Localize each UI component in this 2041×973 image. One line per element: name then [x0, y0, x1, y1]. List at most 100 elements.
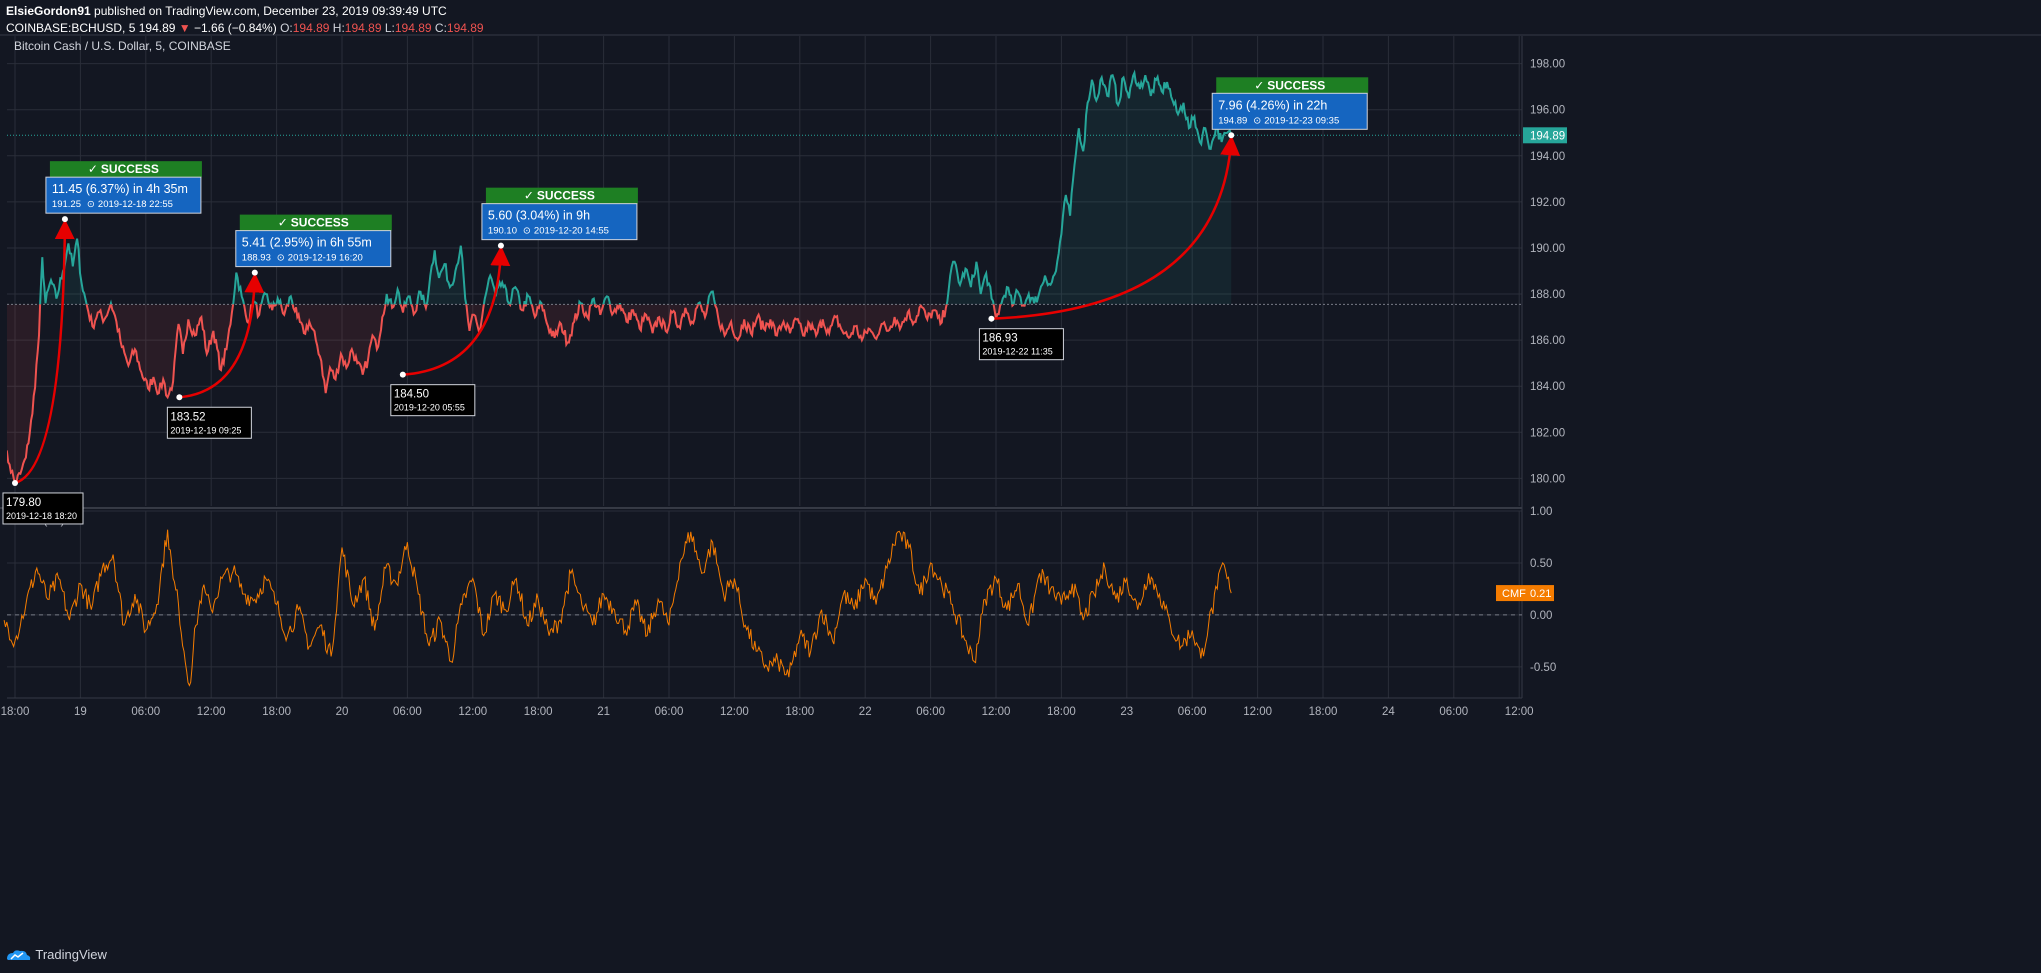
x-tick-label: 12:00 — [1505, 706, 1534, 718]
trade-low-box — [978, 328, 1064, 361]
baseline-fill-down — [7, 304, 1232, 483]
cmf-tick-label: 1.00 — [1530, 506, 1552, 518]
trade-low-time: 2019-12-18 18:20 — [6, 511, 77, 521]
trade-gain: 5.41 (2.95%) in 6h 55m — [242, 236, 372, 250]
x-tick-label: 12:00 — [982, 706, 1011, 718]
trade-info-box — [481, 203, 638, 241]
y-tick-label: 190.00 — [1530, 243, 1565, 255]
trade-high-price: 191.25 — [52, 199, 81, 210]
trade-high-point — [61, 216, 68, 223]
trade-high-price: 190.10 — [488, 226, 517, 237]
check-icon: ✓ — [524, 189, 534, 203]
x-tick-label: 12:00 — [197, 706, 226, 718]
symbol-name: COINBASE:BCHUSD, 5 — [6, 21, 136, 35]
low-value: 194.89 — [394, 21, 432, 35]
x-tick-label: 06:00 — [131, 706, 160, 718]
price-line-group — [7, 69, 1233, 485]
last-price-label: 194.89 — [1530, 130, 1565, 142]
x-tick-label: 06:00 — [1439, 706, 1468, 718]
y-tick-label: 186.00 — [1530, 335, 1565, 347]
trade-high-price: 188.93 — [242, 253, 271, 264]
trade-arrow — [14, 219, 75, 485]
tradingview-logo-icon — [7, 949, 31, 960]
open-value: 194.89 — [292, 21, 330, 35]
trade-low-point — [988, 315, 995, 322]
cmf-line — [3, 529, 1232, 687]
trade-low-box — [2, 492, 84, 525]
trade-arrow — [991, 135, 1241, 320]
tradingview-brand: TradingView — [35, 947, 107, 962]
trade-low-time: 2019-12-20 05:55 — [394, 403, 465, 413]
x-tick-label: 12:00 — [1243, 706, 1272, 718]
trade-gain: 7.96 (4.26%) in 22h — [1218, 98, 1327, 112]
trade-low-price: 184.50 — [394, 389, 429, 401]
success-label: SUCCESS — [1267, 78, 1325, 92]
chart-title: Bitcoin Cash / U.S. Dollar, 5, COINBASE — [14, 39, 231, 53]
close-value: 194.89 — [446, 21, 484, 35]
low-label: L: — [384, 21, 395, 35]
trade-low-box — [166, 406, 252, 439]
clock-icon: ⊙ — [277, 253, 285, 264]
high-label: H: — [332, 21, 345, 35]
x-tick-label: 19 — [74, 706, 87, 718]
trade-info-box — [1211, 92, 1368, 130]
check-icon: ✓ — [278, 216, 288, 230]
clock-icon: ⊙ — [1253, 115, 1261, 126]
trade-high-time: 2019-12-23 09:35 — [1264, 115, 1339, 126]
success-badge — [1216, 77, 1369, 94]
trade-low-point — [399, 371, 406, 378]
trade-info-box — [45, 176, 202, 214]
x-tick-label: 18:00 — [524, 706, 553, 718]
success-badge — [49, 161, 202, 178]
x-tick-label: 23 — [1120, 706, 1133, 718]
trade-low-price: 183.52 — [170, 411, 205, 423]
success-badge — [239, 214, 392, 231]
trade-gain: 5.60 (3.04%) in 9h — [488, 209, 590, 223]
cmf-tick-label: -0.50 — [1530, 662, 1556, 674]
author-name[interactable]: ElsieGordon91 — [6, 4, 91, 18]
x-tick-label: 12:00 — [458, 706, 487, 718]
y-tick-label: 182.00 — [1530, 427, 1565, 439]
cmf-tick-label: 0.00 — [1530, 610, 1552, 622]
y-tick-label: 192.00 — [1530, 197, 1565, 209]
x-tick-label: 06:00 — [1178, 706, 1207, 718]
trade-high-point — [497, 242, 504, 249]
cmf-tick-label: 0.50 — [1530, 558, 1552, 570]
last-price-tag — [1523, 127, 1567, 144]
symbol-header: COINBASE:BCHUSD, 5 194.89 ▼ −1.66 (−0.84… — [6, 21, 484, 35]
trade-high-point — [1228, 132, 1235, 139]
trade-low-point — [176, 394, 183, 401]
trade-arrow — [402, 245, 511, 376]
clock-icon: ⊙ — [87, 199, 95, 210]
x-tick-label: 06:00 — [393, 706, 422, 718]
x-tick-label: 06:00 — [916, 706, 945, 718]
tradingview-footer[interactable]: TradingView — [6, 947, 107, 963]
close-label: C: — [434, 21, 447, 35]
trade-arrow — [179, 272, 265, 399]
price-change: −1.66 (−0.84%) — [194, 21, 277, 35]
y-tick-label: 188.00 — [1530, 289, 1565, 301]
trade-info-box — [235, 230, 392, 268]
publish-info: published on TradingView.com, December 2… — [94, 4, 447, 18]
publish-header: ElsieGordon91 published on TradingView.c… — [6, 4, 447, 18]
x-tick-label: 18:00 — [1309, 706, 1338, 718]
trade-low-point — [12, 479, 18, 486]
trade-high-point — [251, 269, 258, 276]
success-label: SUCCESS — [291, 216, 349, 230]
success-badge — [485, 187, 638, 204]
open-label: O: — [280, 21, 293, 35]
check-icon: ✓ — [1254, 78, 1264, 92]
trade-high-time: 2019-12-20 14:55 — [534, 226, 609, 237]
trade-gain: 11.45 (6.37%) in 4h 35m — [52, 182, 188, 196]
trade-high-time: 2019-12-19 16:20 — [288, 253, 363, 264]
x-tick-label: 18:00 — [1, 706, 30, 718]
price-line-up — [39, 69, 1233, 305]
trade-low-box — [390, 384, 476, 417]
price-line-down — [7, 304, 1031, 485]
y-tick-label: 198.00 — [1530, 59, 1565, 71]
down-arrow-icon: ▼ — [178, 21, 191, 35]
x-tick-label: 18:00 — [785, 706, 814, 718]
baseline-fill-up — [40, 72, 1232, 305]
x-tick-label: 22 — [859, 706, 872, 718]
